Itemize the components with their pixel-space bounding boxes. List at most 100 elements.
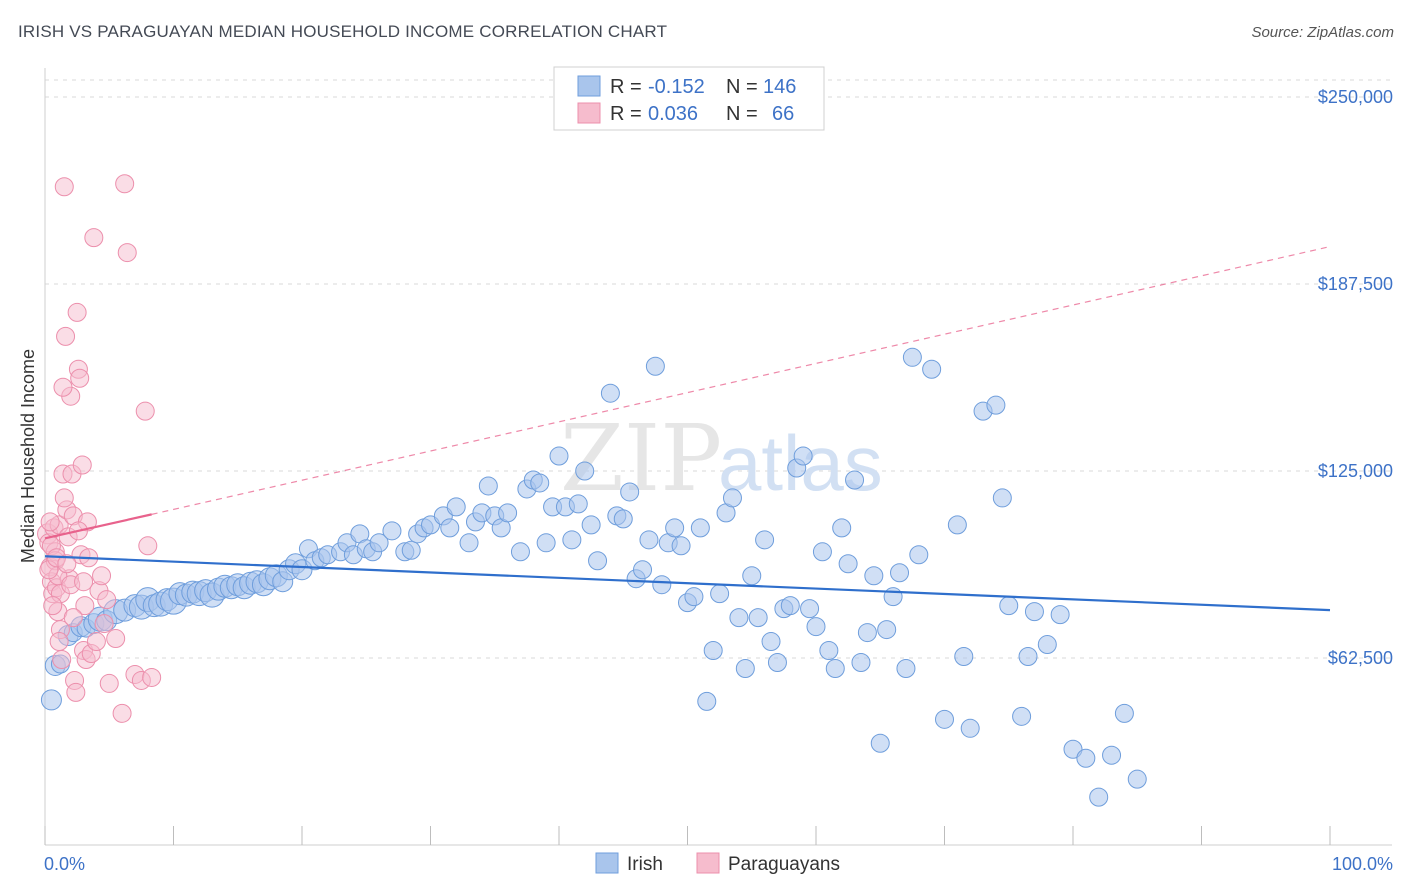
irish-point bbox=[703, 641, 723, 661]
irish-point bbox=[909, 545, 929, 565]
paraguayan-point bbox=[63, 608, 83, 628]
paraguayan-point bbox=[112, 703, 132, 723]
y-tick-labels: $62,500 $125,000 $187,500 $250,000 bbox=[1318, 87, 1393, 668]
irish-point bbox=[870, 733, 890, 753]
paraguayan-point bbox=[135, 401, 155, 421]
bottom-legend-irish-label: Irish bbox=[627, 854, 663, 875]
paraguayan-trend-extension bbox=[151, 246, 1331, 515]
legend-para-n-label: N = bbox=[726, 103, 758, 125]
irish-point bbox=[845, 470, 865, 490]
paraguayan-point bbox=[49, 632, 69, 652]
irish-point bbox=[954, 647, 974, 667]
irish-point bbox=[832, 518, 852, 538]
paraguayan-point bbox=[66, 682, 86, 702]
series-paraguayans bbox=[37, 174, 162, 723]
irish-point bbox=[440, 518, 460, 538]
y-tick-label: $250,000 bbox=[1318, 87, 1393, 107]
trend-lines bbox=[44, 246, 1331, 612]
irish-point bbox=[1012, 706, 1032, 726]
y-tick-label: $125,000 bbox=[1318, 461, 1393, 481]
paraguayan-point bbox=[99, 673, 119, 693]
x-tick-label-min: 0.0% bbox=[44, 854, 85, 874]
irish-point bbox=[812, 542, 832, 562]
legend-irish-r-label: R = bbox=[610, 76, 642, 98]
irish-point bbox=[748, 608, 768, 628]
irish-point bbox=[382, 521, 402, 541]
series-irish bbox=[40, 347, 1147, 807]
irish-point bbox=[536, 533, 556, 553]
irish-point bbox=[645, 356, 665, 376]
paraguayan-point bbox=[86, 632, 106, 652]
irish-point bbox=[613, 509, 633, 529]
chart-source: Source: ZipAtlas.com bbox=[1251, 24, 1394, 41]
paraguayan-point bbox=[117, 243, 137, 263]
bottom-legend-irish-swatch bbox=[595, 852, 619, 874]
irish-point bbox=[1089, 787, 1109, 807]
paraguayan-point bbox=[84, 228, 104, 248]
irish-point bbox=[999, 596, 1019, 616]
irish-point bbox=[690, 518, 710, 538]
irish-point bbox=[549, 446, 569, 466]
irish-point bbox=[883, 587, 903, 607]
irish-point bbox=[793, 446, 813, 466]
bottom-legend-para-swatch bbox=[696, 852, 720, 874]
irish-point bbox=[722, 488, 742, 508]
paraguayan-point bbox=[74, 572, 94, 592]
irish-point bbox=[369, 533, 389, 553]
irish-point bbox=[1076, 748, 1096, 768]
paraguayan-point bbox=[56, 326, 76, 346]
irish-point bbox=[1037, 635, 1057, 655]
irish-point bbox=[922, 359, 942, 379]
irish-point bbox=[838, 554, 858, 574]
irish-point bbox=[729, 608, 749, 628]
paraguayan-point bbox=[52, 649, 72, 669]
paraguayan-point bbox=[138, 536, 158, 556]
paraguayan-trend-line bbox=[44, 513, 152, 540]
y-tick-label: $62,500 bbox=[1328, 648, 1393, 668]
legend-box: R = -0.152 N = 146 R = 0.036 N = 66 bbox=[553, 66, 825, 131]
chart-title: IRISH VS PARAGUAYAN MEDIAN HOUSEHOLD INC… bbox=[18, 22, 668, 41]
irish-point bbox=[1024, 602, 1044, 622]
irish-point bbox=[992, 488, 1012, 508]
irish-point bbox=[742, 566, 762, 586]
legend-para-n-value: 66 bbox=[772, 103, 794, 125]
irish-point bbox=[755, 530, 775, 550]
irish-point bbox=[581, 515, 601, 535]
irish-point bbox=[825, 658, 845, 678]
grid-lines bbox=[45, 79, 1392, 659]
irish-point bbox=[562, 530, 582, 550]
irish-point bbox=[568, 494, 588, 514]
irish-point bbox=[1102, 745, 1122, 765]
paraguayan-point bbox=[54, 488, 74, 508]
irish-point bbox=[697, 691, 717, 711]
paraguayan-point bbox=[94, 614, 114, 634]
irish-point bbox=[761, 632, 781, 652]
paraguayan-point bbox=[72, 455, 92, 475]
irish-point bbox=[896, 658, 916, 678]
irish-point bbox=[935, 709, 954, 729]
paraguayan-point bbox=[97, 590, 117, 610]
irish-point bbox=[633, 560, 653, 580]
x-tick-label-max: 100.0% bbox=[1332, 854, 1393, 874]
y-axis-label: Median Household Income bbox=[18, 349, 38, 563]
irish-point bbox=[588, 551, 608, 571]
irish-point bbox=[947, 515, 967, 535]
irish-point bbox=[857, 623, 877, 643]
irish-point bbox=[671, 536, 691, 556]
irish-point bbox=[902, 347, 922, 367]
irish-point bbox=[851, 652, 871, 672]
irish-point bbox=[806, 617, 826, 637]
paraguayan-point bbox=[43, 596, 63, 616]
paraguayan-point bbox=[53, 377, 73, 397]
irish-point bbox=[960, 718, 980, 738]
paraguayan-point bbox=[142, 667, 162, 687]
irish-point bbox=[1127, 769, 1147, 789]
watermark: ZIP atlas bbox=[560, 405, 883, 512]
watermark-zip: ZIP bbox=[560, 405, 722, 512]
bottom-legend: Irish Paraguayans bbox=[595, 852, 840, 875]
irish-point bbox=[800, 599, 820, 619]
irish-point bbox=[446, 497, 466, 517]
paraguayan-point bbox=[75, 596, 95, 616]
irish-point bbox=[986, 395, 1006, 415]
